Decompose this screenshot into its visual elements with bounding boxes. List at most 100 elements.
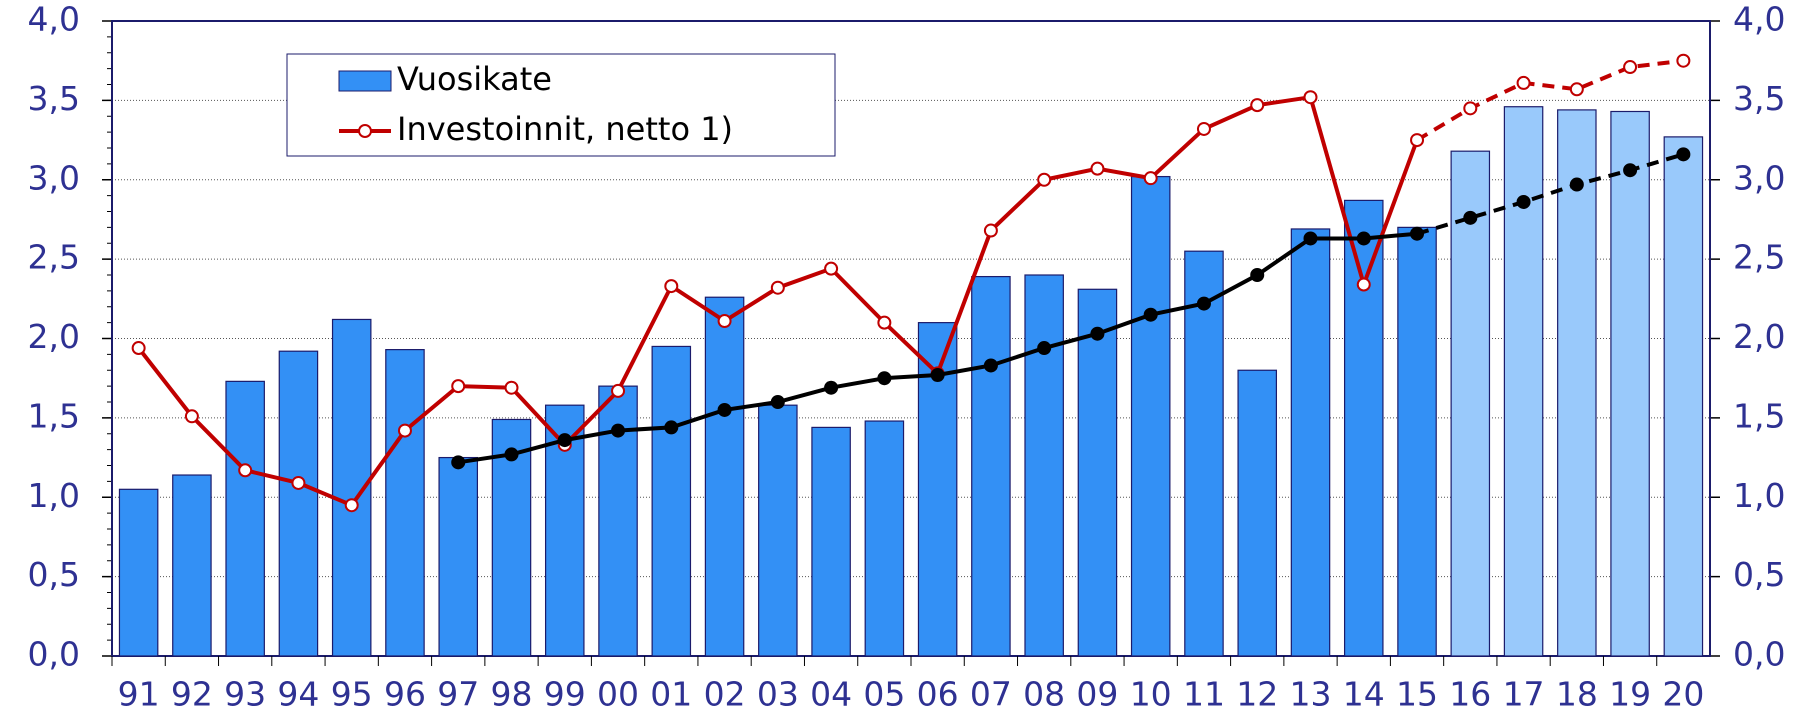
y2-tick-label: 1,5 <box>1733 396 1785 435</box>
x-tick-label: 02 <box>704 675 746 714</box>
line-marker <box>1516 75 1531 90</box>
bar <box>1024 274 1064 657</box>
x-tick-label: 19 <box>1609 675 1651 714</box>
line-marker <box>1090 326 1105 341</box>
bar <box>1397 226 1437 657</box>
y2-tick-label: 3,0 <box>1733 158 1785 197</box>
line-marker <box>983 223 998 238</box>
line-forecast <box>1416 58 1684 142</box>
x-tick-label: 10 <box>1130 675 1172 714</box>
x-tick-label: 16 <box>1449 675 1491 714</box>
x-tick-label: 91 <box>118 675 160 714</box>
line-marker <box>451 455 466 470</box>
x-tick-label: 14 <box>1343 675 1385 714</box>
line-marker <box>1356 277 1371 292</box>
x-tick-label: 93 <box>224 675 266 714</box>
bar <box>278 350 319 657</box>
line-marker <box>1196 121 1211 136</box>
x-tick-label: 01 <box>650 675 692 714</box>
x-tick-label: 95 <box>331 675 373 714</box>
line-marker <box>184 409 199 424</box>
line-marker <box>238 463 253 478</box>
x-tick-label: 17 <box>1503 675 1545 714</box>
bar <box>811 426 851 657</box>
line-marker <box>291 475 306 490</box>
line-marker <box>1516 194 1531 209</box>
line-marker <box>1623 163 1638 178</box>
y-tick-label: 1,5 <box>28 396 80 435</box>
x-tick-label: 97 <box>437 675 479 714</box>
line-marker <box>131 341 146 356</box>
x-tick-label: 08 <box>1023 675 1065 714</box>
y2-tick-label: 3,5 <box>1733 79 1785 118</box>
y-tick-label: 0,0 <box>28 635 80 674</box>
y-tick-label: 0,5 <box>28 555 80 594</box>
y2-tick-label: 0,0 <box>1733 635 1785 674</box>
bar <box>1077 288 1118 657</box>
line-marker <box>1410 133 1425 148</box>
line-marker <box>1303 90 1318 105</box>
line-marker <box>824 380 839 395</box>
bar <box>225 380 265 657</box>
line-marker <box>717 402 732 417</box>
line-marker <box>824 261 839 276</box>
line-marker <box>1250 98 1265 113</box>
line-marker <box>611 423 626 438</box>
line-marker <box>1569 177 1584 192</box>
line-marker <box>1037 172 1052 187</box>
line-marker <box>664 420 679 435</box>
x-tick-label: 12 <box>1236 675 1278 714</box>
line-marker <box>664 279 679 294</box>
x-tick-label: 18 <box>1556 675 1598 714</box>
x-tick-label: 96 <box>384 675 426 714</box>
line-marker <box>1410 226 1425 241</box>
bar <box>1343 199 1384 657</box>
y2-tick-label: 1,0 <box>1733 476 1785 515</box>
bar <box>864 420 905 657</box>
bar <box>651 345 692 657</box>
line-marker <box>1463 210 1478 225</box>
x-tick-label: 15 <box>1396 675 1438 714</box>
x-tick-label: 92 <box>171 675 213 714</box>
line-marker <box>504 380 519 395</box>
bar <box>758 404 798 657</box>
bar <box>1663 136 1704 657</box>
y-tick-label: 3,5 <box>28 79 80 118</box>
y2-tick-label: 2,0 <box>1733 317 1785 356</box>
y-tick-label: 3,0 <box>28 158 80 197</box>
line-marker <box>717 314 732 329</box>
line-marker <box>344 498 359 513</box>
y-tick-label: 1,0 <box>28 476 80 515</box>
line-marker <box>1303 231 1318 246</box>
legend-swatch <box>338 70 392 92</box>
y2-tick-label: 0,5 <box>1733 555 1785 594</box>
x-tick-label: 20 <box>1662 675 1704 714</box>
line-marker <box>770 395 785 409</box>
legend-label: Vuosikate <box>397 60 552 98</box>
line-marker <box>504 447 519 462</box>
line-marker <box>1250 268 1265 282</box>
y-tick-label: 2,5 <box>28 238 80 277</box>
x-tick-label: 13 <box>1290 675 1332 714</box>
line-marker <box>1623 60 1638 75</box>
x-tick-label: 03 <box>757 675 799 714</box>
bar <box>1610 110 1650 657</box>
bar <box>172 474 212 657</box>
x-tick-label: 04 <box>810 675 852 714</box>
bar <box>1290 228 1331 657</box>
y-tick-label: 4,0 <box>28 0 80 39</box>
bar <box>1503 106 1544 657</box>
line-marker <box>930 368 945 383</box>
x-tick-label: 07 <box>970 675 1012 714</box>
bar <box>1450 150 1491 657</box>
line-marker <box>877 315 892 330</box>
bar <box>1184 250 1224 657</box>
line-marker <box>611 383 626 398</box>
line-marker <box>557 433 572 448</box>
bar <box>438 456 479 657</box>
x-tick-label: 00 <box>597 675 639 714</box>
x-tick-label: 05 <box>863 675 905 714</box>
bar <box>1130 175 1171 657</box>
line-marker <box>1569 82 1584 97</box>
